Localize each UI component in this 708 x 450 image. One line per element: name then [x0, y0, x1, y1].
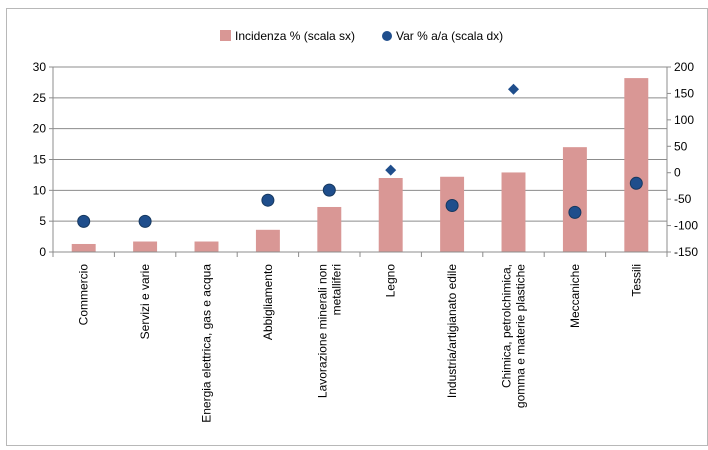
- left-tick-label: 25: [33, 91, 47, 105]
- legend-swatch-points: [382, 31, 392, 41]
- bar-series: [71, 78, 649, 252]
- right-tick-label: 200: [674, 60, 694, 74]
- category-label: Meccaniche: [568, 264, 582, 328]
- left-tick-label: 10: [33, 183, 47, 197]
- combo-chart: Incidenza % (scala sx) Var % a/a (scala d…: [33, 29, 699, 423]
- right-tick-label: 0: [674, 166, 681, 180]
- category-label: Legno: [384, 264, 398, 298]
- bar: [562, 147, 587, 252]
- left-tick-label: 5: [39, 214, 46, 228]
- bar: [133, 241, 158, 252]
- category-label: metalliferi: [329, 264, 343, 315]
- axes: 0 5 10 15 20 25 30 -150 -100 -50 0 50 100 150 200: [33, 60, 699, 259]
- legend: Incidenza % (scala sx) Var % a/a (scala d…: [220, 29, 503, 43]
- category-label: Tessili: [629, 264, 643, 297]
- point-marker: [261, 193, 275, 207]
- legend-swatch-bars: [220, 30, 231, 41]
- category-label: Abbigliamento: [261, 264, 275, 340]
- category-label: Energia elettrica, gas e acqua: [200, 264, 214, 423]
- category-label: Industria/artigianato edile: [445, 264, 459, 398]
- left-tick-label: 15: [33, 153, 47, 167]
- right-tick-label: 150: [674, 86, 694, 100]
- point-marker: [629, 176, 643, 190]
- left-tick-label: 20: [33, 122, 47, 136]
- bar: [255, 229, 280, 252]
- point-marker: [445, 198, 459, 212]
- left-tick-label: 30: [33, 60, 47, 74]
- bar: [194, 241, 219, 252]
- chart-container: Incidenza % (scala sx) Var % a/a (scala d…: [6, 8, 708, 446]
- category-label: Chimica, petrolchimica,: [500, 264, 514, 388]
- right-tick-label: -100: [674, 219, 698, 233]
- right-tick-label: -150: [674, 245, 698, 259]
- bar: [501, 172, 526, 252]
- bar: [440, 176, 465, 252]
- bar: [317, 206, 342, 252]
- point-marker: [77, 214, 91, 228]
- point-series: [77, 83, 643, 228]
- point-marker: [322, 183, 336, 197]
- category-label: Servizi e varie: [138, 264, 152, 340]
- bar: [71, 243, 96, 252]
- category-label: Lavorazione minerali non: [315, 264, 329, 398]
- bar: [624, 78, 649, 252]
- legend-label-points: Var % a/a (scala dx): [396, 29, 503, 43]
- bar: [378, 178, 403, 252]
- point-marker: [138, 214, 152, 228]
- left-tick-label: 0: [39, 245, 46, 259]
- category-label: Commercio: [77, 264, 91, 326]
- point-marker: [568, 205, 582, 219]
- right-tick-label: 50: [674, 139, 688, 153]
- category-label: gomma e materie plastiche: [514, 264, 528, 408]
- right-tick-label: 100: [674, 113, 694, 127]
- point-marker: [385, 164, 397, 176]
- x-tick-labels: Commercio Servizi e varie Energia elettric…: [77, 264, 644, 423]
- legend-label-bars: Incidenza % (scala sx): [235, 29, 355, 43]
- point-marker: [508, 83, 519, 95]
- right-tick-label: -50: [674, 192, 692, 206]
